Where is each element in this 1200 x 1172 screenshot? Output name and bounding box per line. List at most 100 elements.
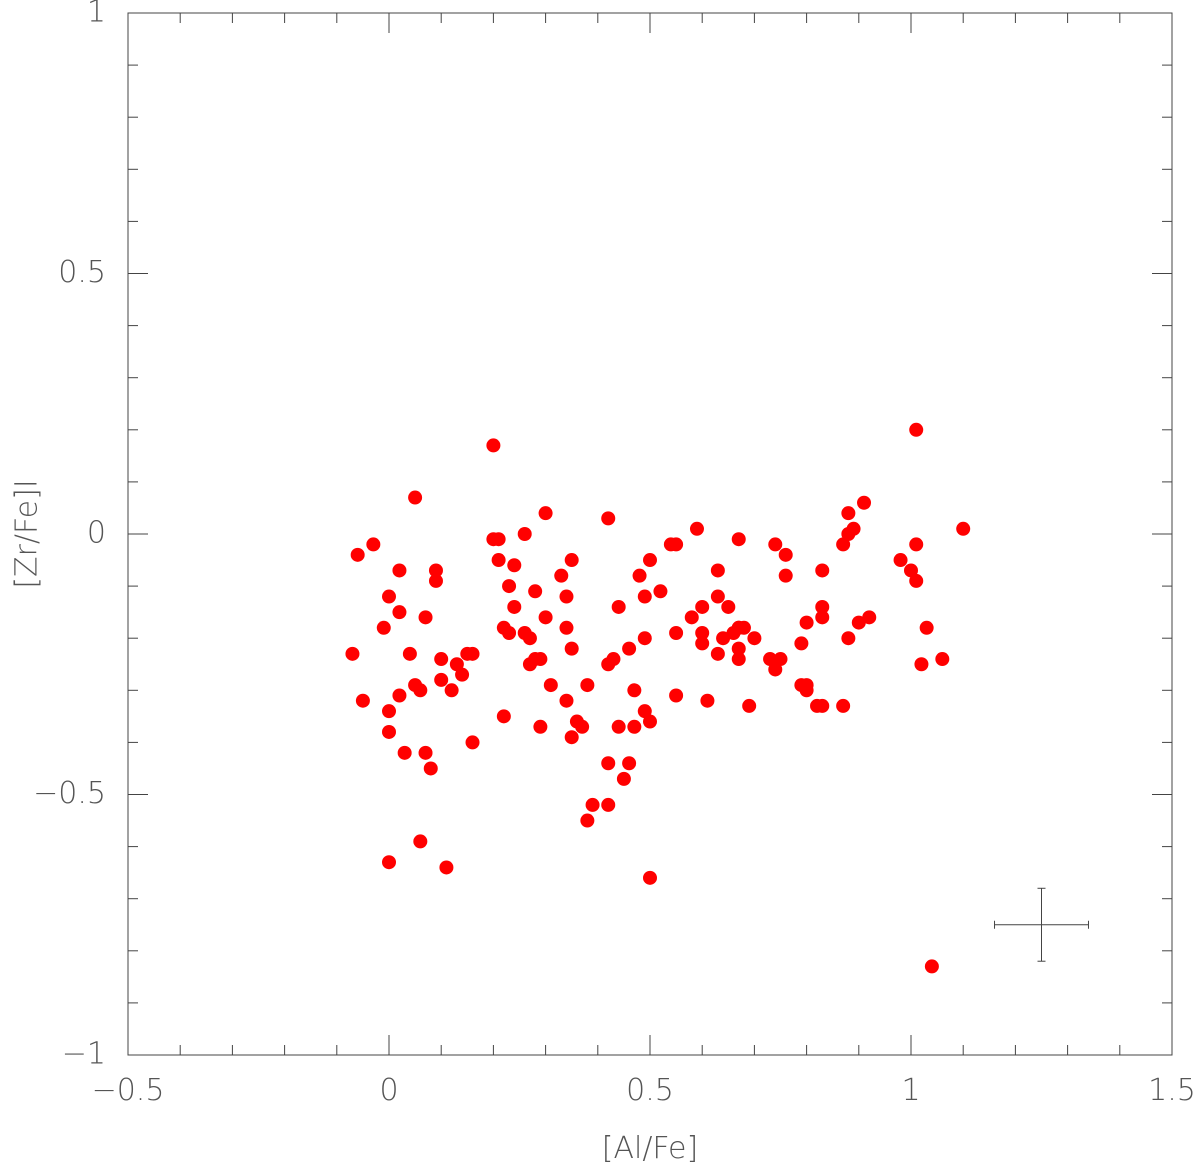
data-point — [564, 730, 579, 745]
data-point — [768, 662, 783, 677]
data-point — [413, 683, 428, 698]
data-point — [768, 537, 783, 552]
data-point — [815, 610, 830, 625]
data-point — [428, 573, 443, 588]
y-tick-label: 0.5 — [58, 255, 106, 290]
data-point — [893, 553, 908, 568]
data-point — [669, 688, 684, 703]
plot-frame — [127, 12, 1173, 1056]
data-point — [778, 547, 793, 562]
data-point — [522, 631, 537, 646]
data-point — [935, 652, 950, 667]
data-point — [465, 735, 480, 750]
data-point — [914, 657, 929, 672]
data-point — [731, 641, 746, 656]
data-point — [601, 797, 616, 812]
data-point — [815, 563, 830, 578]
data-point — [836, 698, 851, 713]
data-point — [507, 599, 522, 614]
data-point — [345, 646, 360, 661]
data-point — [637, 631, 652, 646]
data-point — [559, 589, 574, 604]
data-point — [695, 599, 710, 614]
data-point — [559, 620, 574, 635]
data-point — [434, 672, 449, 687]
data-point — [408, 490, 423, 505]
data-point — [496, 709, 511, 724]
x-tick-label: 1.5 — [1148, 1073, 1196, 1108]
x-tick-label: −0.5 — [92, 1073, 165, 1108]
data-point — [611, 599, 626, 614]
data-point — [622, 641, 637, 656]
data-point — [580, 813, 595, 828]
x-tick-label: 0 — [379, 1073, 398, 1108]
data-point — [862, 610, 877, 625]
data-point — [763, 652, 778, 667]
data-point — [439, 860, 454, 875]
data-point — [449, 657, 464, 672]
data-point — [747, 631, 762, 646]
data-point — [418, 745, 433, 760]
data-point — [434, 652, 449, 667]
data-point — [564, 641, 579, 656]
data-point — [695, 625, 710, 640]
data-point — [669, 625, 684, 640]
data-point — [585, 797, 600, 812]
data-point — [700, 693, 715, 708]
data-point — [627, 683, 642, 698]
data-point — [731, 652, 746, 667]
data-point — [919, 620, 934, 635]
data-point — [695, 636, 710, 651]
data-point — [742, 698, 757, 713]
y-tick-label: −1 — [62, 1037, 106, 1072]
data-point — [794, 636, 809, 651]
data-point — [392, 563, 407, 578]
data-point — [382, 589, 396, 604]
data-point — [632, 568, 647, 583]
y-tick-label: 0 — [87, 516, 106, 551]
data-point — [491, 553, 506, 568]
data-point — [627, 719, 642, 734]
data-point — [643, 553, 657, 568]
data-point — [909, 422, 924, 437]
data-point — [799, 615, 814, 630]
data-point — [538, 610, 553, 625]
data-point — [841, 631, 856, 646]
x-tick-label: 0.5 — [626, 1073, 674, 1108]
data-point — [491, 532, 506, 547]
data-point — [841, 506, 856, 521]
data-point — [710, 589, 725, 604]
data-point — [554, 568, 569, 583]
data-point — [815, 599, 830, 614]
data-point — [428, 563, 443, 578]
y-axis-label: [Zr/Fe]I — [10, 479, 45, 588]
data-point — [517, 527, 532, 541]
y-tick-label: 1 — [87, 0, 106, 30]
data-point — [392, 605, 407, 620]
data-point — [643, 714, 657, 729]
data-point — [402, 646, 417, 661]
data-point — [904, 563, 918, 578]
data-point — [382, 724, 396, 739]
data-point — [397, 745, 412, 760]
data-point — [909, 573, 924, 588]
data-point — [637, 704, 652, 719]
data-point — [616, 771, 631, 786]
data-point — [575, 719, 590, 734]
data-point — [366, 537, 381, 552]
data-point — [622, 756, 637, 771]
data-point — [533, 652, 548, 667]
data-point — [538, 506, 553, 521]
data-point — [392, 688, 407, 703]
y-tick-label: −0.5 — [33, 776, 106, 811]
data-point — [502, 579, 517, 594]
data-point — [773, 652, 788, 667]
data-point — [413, 834, 428, 849]
data-point — [580, 678, 595, 693]
data-point — [601, 756, 616, 771]
data-point — [502, 625, 517, 640]
data-point — [653, 584, 668, 599]
x-tick-label: 1 — [901, 1073, 920, 1108]
data-point — [846, 521, 861, 536]
